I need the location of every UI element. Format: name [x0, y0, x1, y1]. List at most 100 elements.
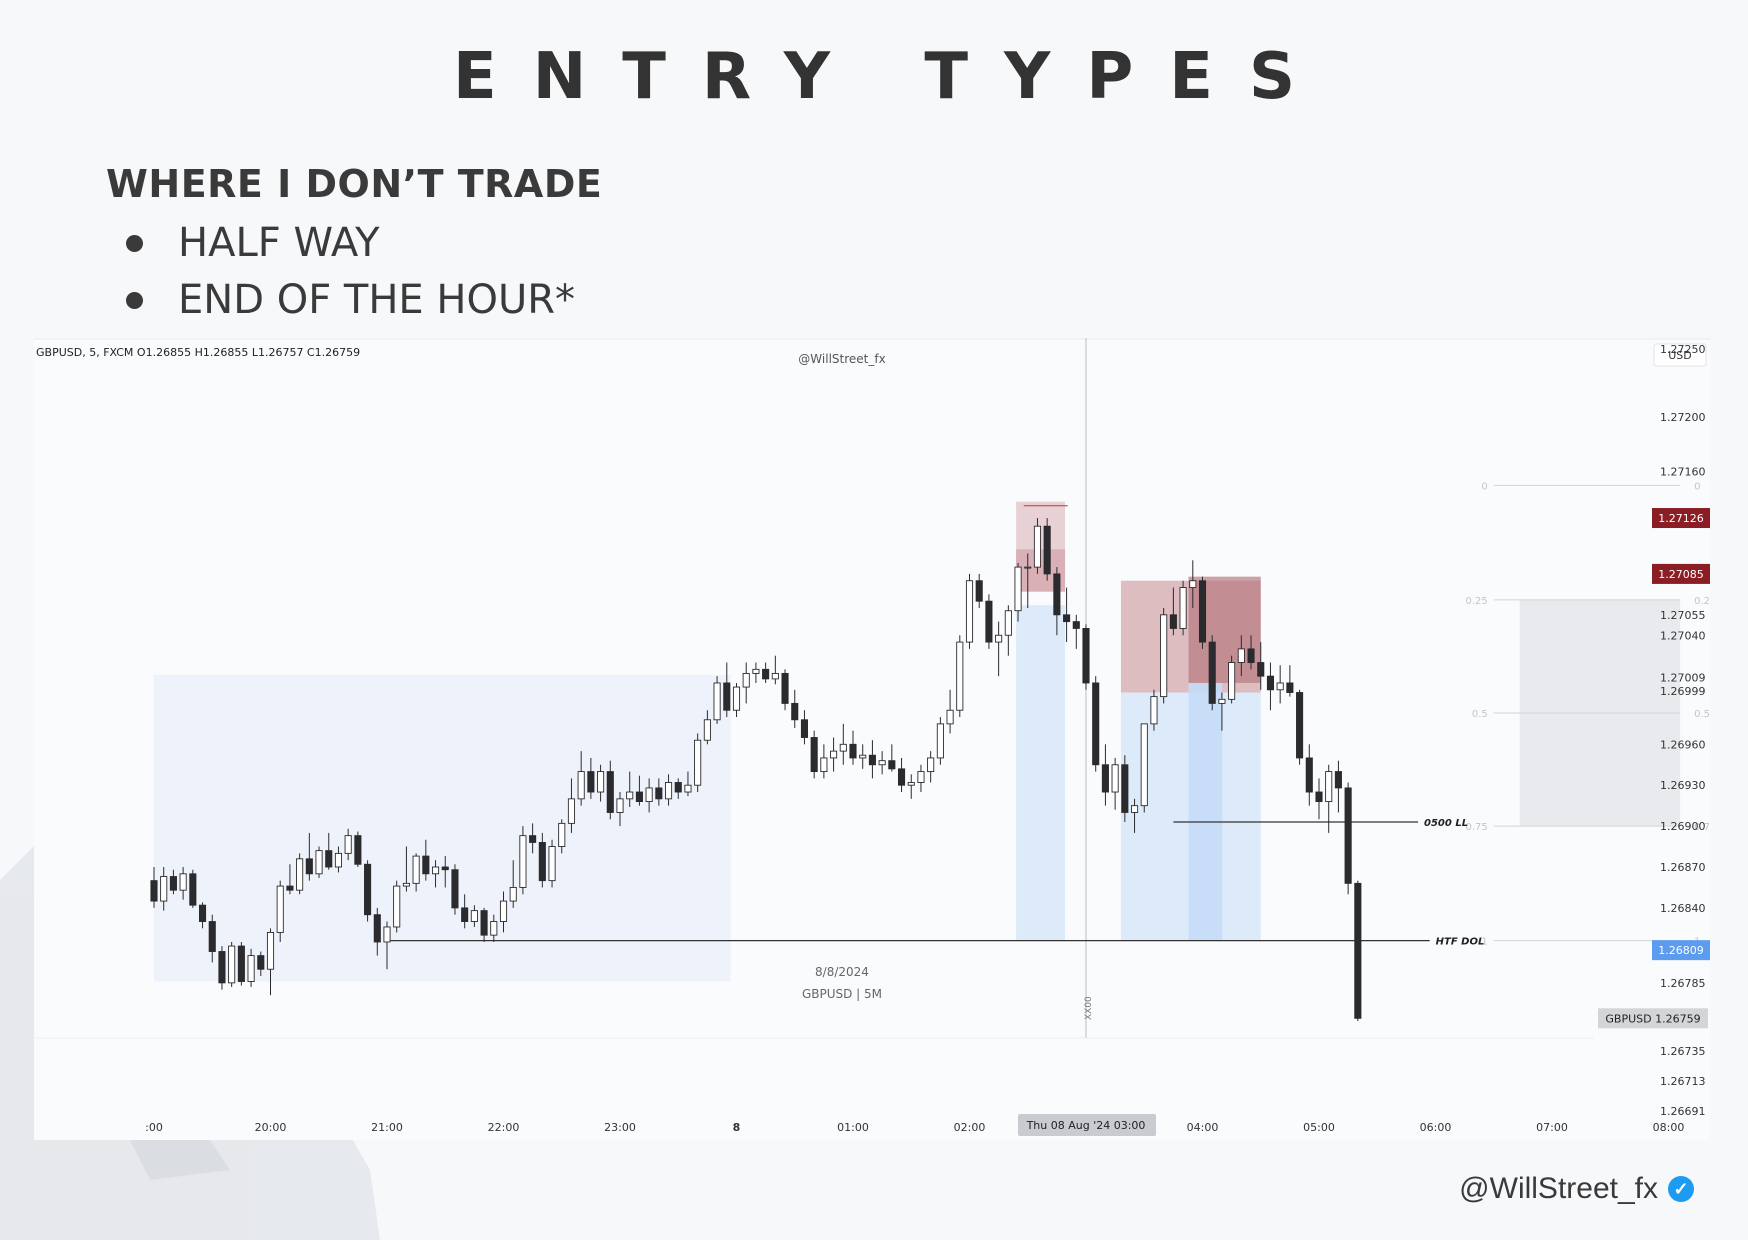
bear-candle — [169, 876, 177, 891]
bull-candle — [927, 757, 935, 773]
bear-candle — [218, 951, 226, 984]
bull-candle — [1160, 614, 1168, 698]
bull-candle — [917, 771, 925, 783]
bull-candle — [509, 886, 517, 902]
bull-candle — [664, 782, 673, 800]
section-heading: WHERE I DON’T TRADE — [106, 162, 603, 206]
bull-candle — [742, 672, 750, 688]
bear-candle — [781, 672, 789, 704]
bull-candle — [1276, 682, 1284, 691]
bull-candle — [839, 743, 847, 752]
bull-candle — [383, 926, 391, 943]
bear-candle — [461, 907, 469, 922]
bear-candle — [800, 719, 809, 738]
bear-candle — [674, 782, 682, 793]
bear-candle — [810, 737, 818, 773]
x-tick-label: 08:00 — [1653, 1121, 1685, 1134]
level-label: HTF DOL — [1436, 937, 1485, 948]
bear-candle — [198, 904, 207, 922]
chart-watermark: @WillStreet_fx — [798, 352, 885, 366]
fib-level-label-right: 0.25 — [1694, 596, 1710, 607]
vertical-tag: XX00 — [1084, 996, 1094, 1020]
x-tick-label: 07:00 — [1536, 1121, 1568, 1134]
y-tick-label: 1.26930 — [1660, 779, 1706, 792]
fib-level-label-right: 0 — [1694, 481, 1700, 492]
price-label-box — [1652, 508, 1710, 529]
bull-candle — [956, 641, 964, 711]
bull-candle — [393, 885, 401, 928]
bull-candle — [771, 672, 779, 680]
bear-candle — [1063, 614, 1071, 623]
bull-candle — [276, 885, 284, 933]
bull-candle — [1150, 696, 1158, 725]
bear-candle — [538, 842, 546, 882]
bear-candle — [1247, 648, 1255, 663]
bull-candle — [470, 910, 478, 922]
bear-candle — [1101, 764, 1109, 793]
bear-candle — [1296, 692, 1304, 759]
bear-candle — [1257, 662, 1265, 677]
bear-candle — [1305, 757, 1313, 793]
bear-candle — [354, 835, 362, 865]
bull-candle — [1014, 566, 1022, 612]
x-tick-label: 22:00 — [488, 1121, 520, 1134]
x-tick-label: 01:00 — [837, 1121, 869, 1134]
price-label-text: 1.27126 — [1658, 512, 1704, 525]
y-tick-label: 1.27200 — [1660, 411, 1706, 424]
zone-blue-dark — [1188, 682, 1223, 941]
x-tick-label: :00 — [145, 1121, 163, 1134]
bear-candle — [286, 885, 294, 891]
bear-candle — [849, 743, 857, 759]
bear-candle — [985, 600, 993, 643]
bull-candle — [1140, 723, 1148, 807]
bear-candle — [1121, 764, 1129, 813]
x-tick-label: 05:00 — [1303, 1121, 1335, 1134]
bear-candle — [422, 855, 430, 875]
x-tick-label: 8 — [733, 1121, 741, 1134]
level-label: 0500 LL — [1424, 818, 1468, 829]
bull-candle — [1237, 648, 1245, 663]
fib-level-label-left: 0.75 — [1465, 822, 1487, 833]
bear-candle — [451, 869, 459, 909]
y-tick-label: 1.26735 — [1660, 1045, 1706, 1058]
crosshair-time-box — [1018, 1114, 1156, 1136]
bull-candle — [859, 754, 867, 759]
bear-candle — [635, 791, 643, 803]
bear-candle — [1082, 627, 1090, 684]
x-tick-label: 20:00 — [255, 1121, 287, 1134]
bull-candle — [694, 739, 702, 786]
y-tick-label: 1.26900 — [1660, 820, 1706, 833]
bull-candle — [160, 876, 168, 902]
y-tick-label: 1.26870 — [1660, 861, 1706, 874]
author-handle: @WillStreet_fx ✓ — [1459, 1172, 1694, 1206]
bull-candle — [597, 771, 605, 793]
bear-candle — [975, 580, 983, 602]
bull-candle — [247, 955, 255, 982]
bull-candle — [548, 846, 556, 882]
bull-candle — [228, 945, 236, 984]
bull-candle — [645, 787, 653, 803]
bullet-item: END OF THE HOUR* — [126, 275, 575, 332]
bullet-list: HALF WAY END OF THE HOUR* — [126, 218, 575, 332]
price-label-text: GBPUSD 1.26759 — [1605, 1012, 1700, 1025]
bull-candle — [1179, 587, 1187, 629]
currency-label: USD — [1668, 349, 1692, 362]
bear-candle — [897, 768, 906, 786]
bull-candle — [907, 782, 915, 786]
price-label-text: 1.26809 — [1658, 944, 1704, 957]
crosshair-time-label: Thu 08 Aug '24 03:00 — [1026, 1119, 1146, 1132]
fib-level-label-left: 0.25 — [1465, 596, 1487, 607]
bull-candle — [1033, 525, 1042, 568]
y-tick-label: 1.27040 — [1660, 629, 1706, 642]
bull-candle — [296, 858, 304, 891]
bear-candle — [723, 682, 731, 711]
bear-candle — [606, 771, 614, 813]
bear-candle — [1072, 621, 1080, 629]
bull-candle — [1130, 805, 1139, 813]
bear-candle — [373, 914, 381, 943]
bear-candle — [1208, 641, 1216, 704]
bull-candle — [616, 798, 624, 813]
verified-badge-icon: ✓ — [1668, 1176, 1694, 1202]
